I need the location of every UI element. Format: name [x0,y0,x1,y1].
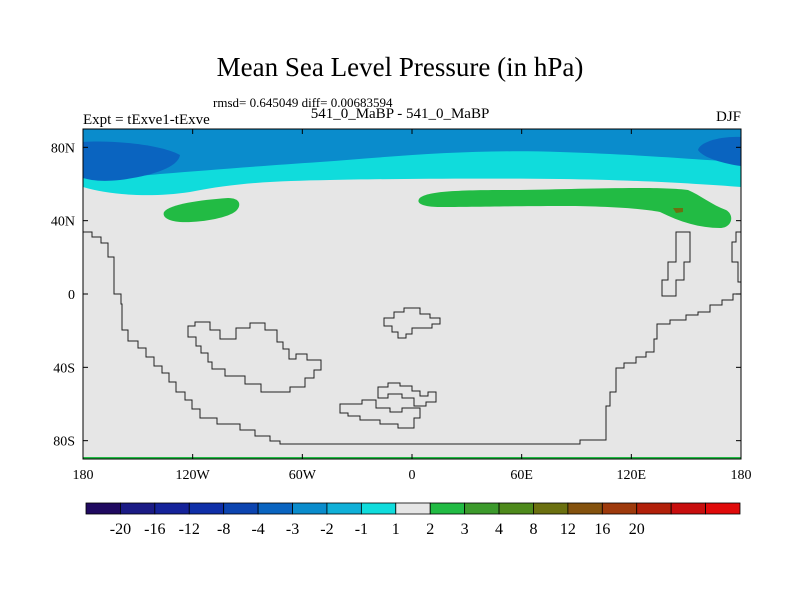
y-tick-label: 0 [68,288,75,303]
x-tick-label: 120W [176,468,211,483]
colorbar-label: -16 [144,521,165,538]
coastline-east-edge [731,231,741,283]
y-tick-label: 40N [51,215,75,230]
page-title: Mean Sea Level Pressure (in hPa) [216,52,584,82]
colorbar-label: -20 [110,521,131,538]
colorbar-label: -4 [251,521,264,538]
colorbar-swatch [636,502,672,515]
colorbar-swatch [498,502,534,515]
colorbar-swatch [429,502,466,515]
comparison-label: 541_0_MaBP - 541_0_MaBP [310,106,490,122]
colorbar-label: 3 [461,521,469,538]
colorbar-label: -3 [286,521,299,538]
x-axis: 180 120W 60W 0 60E 120E 180 [73,129,752,483]
region-small-strong-positive [673,208,683,213]
colorbar-swatch [601,502,638,515]
y-axis: 80N 40N 0 40S 80S [51,141,741,450]
colorbar-swatch [326,502,362,515]
coastline-africa [187,321,322,393]
y-tick-label: 80N [51,141,75,156]
colorbar-label: 2 [426,521,434,538]
region-eurasia-positive [418,187,732,228]
colorbar-swatch [360,502,397,515]
colorbar-label: 20 [629,521,645,538]
x-tick-label: 60W [289,468,317,483]
colorbar-swatch [188,502,225,515]
colorbar-label: 4 [495,521,503,538]
coastline-india [383,307,441,339]
x-tick-label: 180 [73,468,94,483]
colorbar-swatch [533,502,569,515]
y-tick-label: 80S [53,435,75,450]
colorbar-label: -2 [320,521,333,538]
colorbar-label: -1 [355,521,368,538]
x-tick-label: 180 [731,468,752,483]
colorbar-label: -12 [179,521,200,538]
colorbar-label: 12 [560,521,576,538]
y-tick-label: 40S [53,361,75,376]
x-tick-label: 120E [617,468,647,483]
coastline-australia-north [377,382,437,407]
coastlines [83,231,741,445]
region-north-negative-2 [83,129,741,178]
colorbar-swatch [395,502,431,515]
coastline-americas [83,231,741,445]
colorbar-label: 8 [529,521,537,538]
colorbar-label: 16 [594,521,610,538]
stats-line: rmsd= 0.645049 diff= 0.00683594 [213,95,393,110]
colorbar-swatch [154,502,190,515]
region-arctic-low-east [698,136,741,166]
colorbar-label: 1 [392,521,400,538]
colorbar-swatch [292,502,328,515]
colorbar: -20 -16 -12 -8 -4 -3 -2 -1 1 2 3 4 8 12 16 20 [85,502,741,538]
colorbar-label: -8 [217,521,230,538]
x-tick-label: 0 [409,468,416,483]
region-arctic-low-pacific [83,141,180,181]
experiment-label: Expt = tExve1-tExve [83,112,210,128]
colorbar-swatch [223,502,259,515]
x-tick-label: 60E [510,468,533,483]
season-label: DJF [715,109,741,125]
colorbar-swatch [705,502,741,515]
colorbar-swatch [85,502,121,515]
coastline-australia [339,399,421,429]
coastline-east-asia [661,231,691,297]
colorbar-swatch [257,502,293,515]
colorbar-swatch [464,502,500,515]
colorbar-swatch [670,502,706,515]
colorbar-swatch [567,502,603,515]
colorbar-swatch [120,502,156,515]
region-north-pacific-positive [163,198,240,223]
